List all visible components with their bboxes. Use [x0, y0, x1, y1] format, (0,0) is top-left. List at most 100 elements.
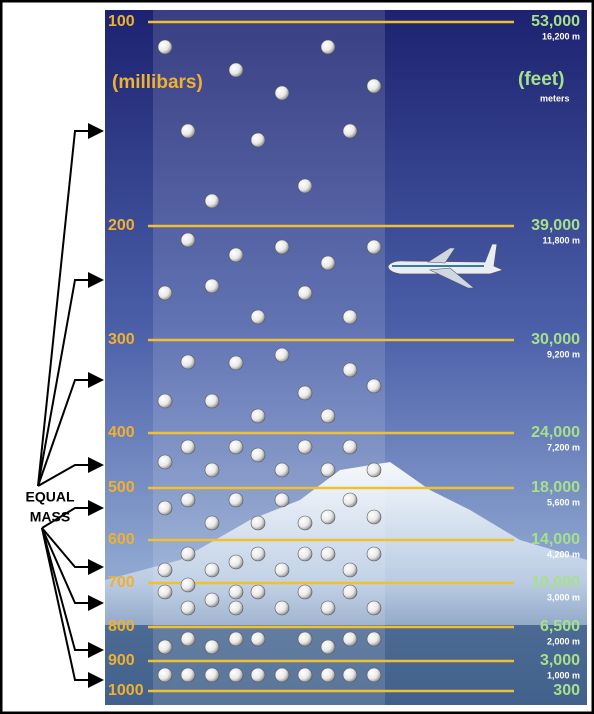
- feet-label: 53,000: [531, 13, 580, 30]
- feet-label: 24,000: [531, 424, 580, 441]
- air-molecule: [204, 639, 220, 655]
- air-molecule: [180, 631, 196, 647]
- pressure-label: 200: [108, 217, 135, 234]
- air-molecule: [180, 546, 196, 562]
- air-molecule: [342, 309, 358, 325]
- feet-label: 14,000: [531, 531, 580, 548]
- feet-label: 10,000: [531, 574, 580, 591]
- feet-label: 39,000: [531, 217, 580, 234]
- air-molecule: [320, 39, 336, 55]
- air-molecule: [366, 667, 382, 683]
- air-molecule: [180, 439, 196, 455]
- feet-label: 6,500: [540, 618, 580, 635]
- air-molecule: [320, 509, 336, 525]
- meters-label: 11,800 m: [542, 235, 580, 245]
- air-molecule: [228, 554, 244, 570]
- air-molecule: [297, 385, 313, 401]
- arrow: [41, 527, 104, 611]
- air-molecule: [204, 592, 220, 608]
- air-molecule: [180, 232, 196, 248]
- air-molecule: [250, 515, 266, 531]
- air-molecule: [320, 639, 336, 655]
- pressure-label: 500: [108, 479, 135, 496]
- air-molecule: [228, 355, 244, 371]
- meters-label: 9,200 m: [547, 349, 580, 359]
- air-molecule: [250, 132, 266, 148]
- air-molecule: [157, 584, 173, 600]
- air-molecule: [180, 600, 196, 616]
- pressure-label: 800: [108, 618, 135, 635]
- arrow: [41, 500, 104, 529]
- air-molecule: [297, 178, 313, 194]
- air-molecule: [297, 515, 313, 531]
- air-molecule: [250, 309, 266, 325]
- side-label: EQUAL: [26, 489, 75, 505]
- air-molecule: [274, 85, 290, 101]
- air-molecule: [274, 492, 290, 508]
- feet-label: 18,000: [531, 479, 580, 496]
- air-molecule: [297, 584, 313, 600]
- air-molecule: [274, 239, 290, 255]
- arrow: [37, 457, 104, 487]
- arrow: [37, 272, 104, 487]
- air-molecule: [250, 447, 266, 463]
- air-molecule: [157, 500, 173, 516]
- air-molecule: [297, 667, 313, 683]
- arrow: [37, 123, 104, 487]
- air-molecule: [342, 123, 358, 139]
- feet-label: 30,000: [531, 331, 580, 348]
- air-molecule: [180, 577, 196, 593]
- pressure-label: 900: [108, 652, 135, 669]
- air-molecule: [180, 354, 196, 370]
- air-molecule: [320, 462, 336, 478]
- feet-label: 3,000: [540, 652, 580, 669]
- air-molecule: [366, 600, 382, 616]
- air-molecule: [342, 667, 358, 683]
- air-molecule: [180, 492, 196, 508]
- pressure-label: 400: [108, 424, 135, 441]
- air-molecule: [250, 584, 266, 600]
- meters-label: 16,200 m: [542, 31, 580, 41]
- air-molecule: [342, 362, 358, 378]
- air-molecule: [274, 600, 290, 616]
- air-molecule: [320, 667, 336, 683]
- air-molecule: [228, 600, 244, 616]
- air-molecule: [204, 193, 220, 209]
- air-molecule: [320, 600, 336, 616]
- air-molecule: [274, 562, 290, 578]
- air-molecule: [157, 393, 173, 409]
- air-molecule: [250, 667, 266, 683]
- air-molecule: [204, 462, 220, 478]
- air-molecule: [320, 255, 336, 271]
- air-molecule: [320, 546, 336, 562]
- air-molecule: [157, 285, 173, 301]
- air-molecule: [157, 454, 173, 470]
- pressure-label: 700: [108, 574, 135, 591]
- air-molecule: [366, 509, 382, 525]
- air-molecule: [366, 631, 382, 647]
- air-molecule: [204, 278, 220, 294]
- meters-label: 3,000 m: [547, 592, 580, 602]
- air-molecule: [366, 78, 382, 94]
- arrow: [41, 527, 104, 575]
- air-molecule: [274, 667, 290, 683]
- feet-label: 300: [553, 682, 580, 699]
- meters-label: 5,600 m: [547, 497, 580, 507]
- air-molecule: [297, 631, 313, 647]
- air-molecule: [320, 408, 336, 424]
- air-molecule: [366, 378, 382, 394]
- air-molecule: [366, 239, 382, 255]
- air-molecule: [228, 667, 244, 683]
- air-molecule: [297, 546, 313, 562]
- air-molecule: [274, 347, 290, 363]
- air-molecule: [157, 562, 173, 578]
- pressure-label: 100: [108, 13, 135, 30]
- air-molecule: [366, 546, 382, 562]
- air-molecule: [157, 39, 173, 55]
- air-molecule: [342, 562, 358, 578]
- air-molecule: [228, 631, 244, 647]
- side-label: MASS: [30, 509, 70, 525]
- meters-label: 7,200 m: [547, 442, 580, 452]
- altitude-unit: (feet): [518, 69, 564, 90]
